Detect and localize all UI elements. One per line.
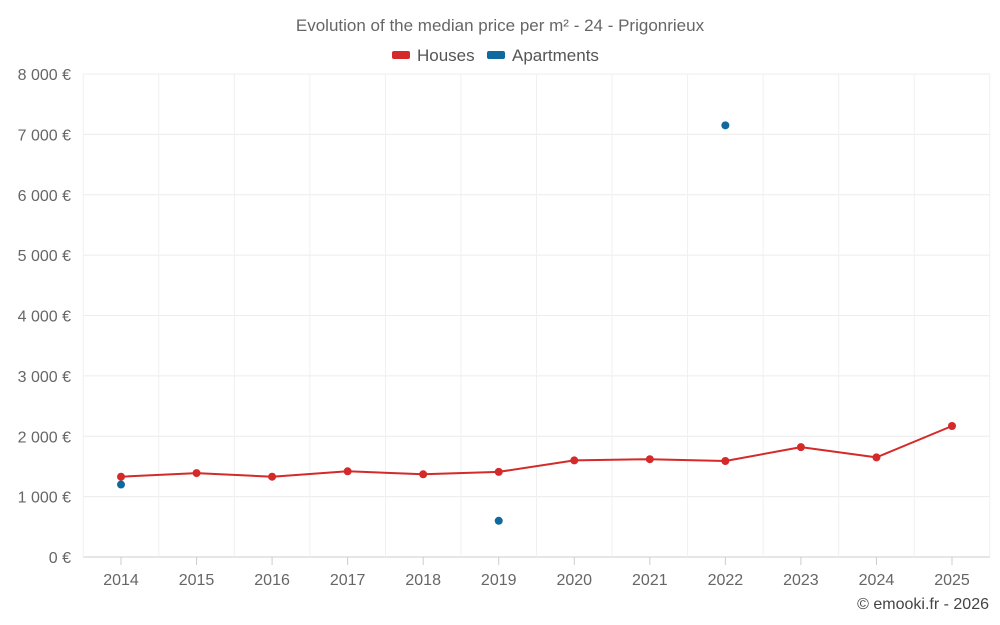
y-tick-label: 4 000 €: [18, 309, 71, 326]
chart-title: Evolution of the median price per m² - 2…: [296, 16, 705, 35]
y-axis: 0 € 1 000 € 2 000 € 3 000 € 4 000 € 5 000 € 6 …: [18, 67, 71, 567]
houses-point-2017: [343, 467, 352, 476]
x-tick-label: 2019: [481, 572, 517, 589]
houses-point-2016: [268, 472, 277, 481]
legend-label-apartments: Apartments: [512, 46, 599, 65]
x-tick-label: 2025: [934, 572, 970, 589]
houses-point-2015: [192, 469, 201, 478]
apartments-point-2014: [117, 480, 125, 489]
x-tick-label: 2015: [179, 572, 215, 589]
houses-point-2024: [872, 453, 881, 462]
grid-lines: [82, 73, 991, 558]
y-tick-label: 6 000 €: [18, 188, 71, 205]
series-line-houses: [120, 425, 953, 478]
houses-point-2025: [948, 421, 956, 430]
x-tick-label: 2020: [556, 572, 592, 589]
legend-item-houses: Houses: [392, 46, 475, 65]
series-houses: [117, 421, 956, 481]
x-axis: 2014 2015 2016 2017 2018 2019 2020 2021 2022 2023…: [103, 557, 970, 589]
y-tick-label: 1 000 €: [18, 490, 71, 507]
legend-item-apartments: Apartments: [487, 46, 599, 65]
legend-label-houses: Houses: [417, 46, 475, 65]
houses-point-2018: [419, 470, 428, 479]
x-tick-label: 2014: [103, 572, 139, 589]
x-tick-label: 2023: [783, 572, 819, 589]
legend: Houses Apartments: [392, 46, 599, 65]
x-tick-label: 2017: [330, 572, 366, 589]
y-tick-label: 5 000 €: [18, 248, 71, 265]
houses-point-2019: [494, 467, 503, 476]
y-tick-label: 2 000 €: [18, 429, 71, 446]
apartments-point-2022: [721, 121, 730, 130]
y-tick-label: 0 €: [49, 550, 71, 567]
apartments-point-2019: [494, 516, 503, 525]
credit-text: © emooki.fr - 2026: [857, 596, 989, 613]
y-tick-label: 7 000 €: [18, 127, 71, 144]
x-tick-label: 2018: [405, 572, 441, 589]
y-tick-label: 8 000 €: [18, 67, 71, 84]
houses-point-2021: [645, 455, 654, 464]
y-tick-label: 3 000 €: [18, 369, 71, 386]
x-tick-label: 2016: [254, 572, 290, 589]
houses-point-2020: [570, 456, 579, 465]
x-tick-label: 2021: [632, 572, 668, 589]
legend-swatch-houses: [392, 51, 410, 59]
x-tick-label: 2024: [859, 572, 895, 589]
legend-swatch-apartments: [487, 51, 505, 59]
houses-point-2022: [721, 457, 730, 466]
series-layer: [117, 121, 956, 525]
series-apartments: [117, 121, 730, 525]
houses-point-2014: [117, 472, 125, 481]
houses-point-2023: [796, 443, 805, 452]
x-tick-label: 2022: [708, 572, 744, 589]
